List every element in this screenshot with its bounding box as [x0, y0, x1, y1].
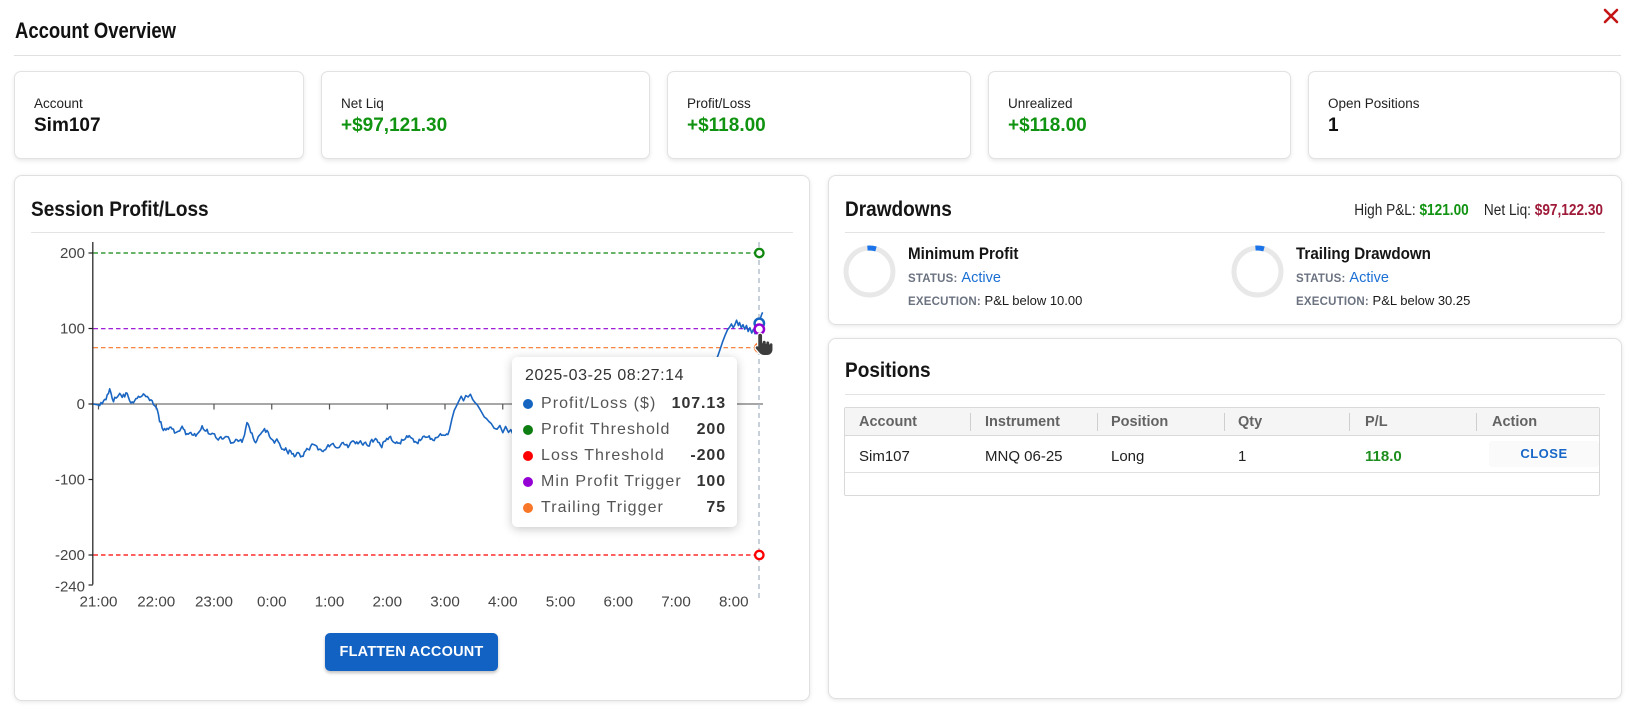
svg-text:21:00: 21:00: [79, 594, 117, 611]
svg-text:4:00: 4:00: [488, 594, 518, 611]
svg-text:1:00: 1:00: [315, 594, 345, 611]
svg-text:5:00: 5:00: [546, 594, 576, 611]
svg-text:100: 100: [60, 321, 85, 338]
svg-text:6:00: 6:00: [603, 594, 633, 611]
svg-text:-200: -200: [55, 547, 85, 564]
svg-text:22:00: 22:00: [137, 594, 175, 611]
svg-text:3:00: 3:00: [430, 594, 460, 611]
svg-text:7:00: 7:00: [661, 594, 691, 611]
svg-text:23:00: 23:00: [195, 594, 233, 611]
svg-text:0: 0: [77, 396, 85, 413]
svg-text:200: 200: [60, 245, 85, 262]
svg-text:-100: -100: [55, 472, 85, 489]
svg-text:-240: -240: [55, 579, 85, 596]
svg-text:8:00: 8:00: [719, 594, 749, 611]
svg-text:0:00: 0:00: [257, 594, 287, 611]
svg-text:2:00: 2:00: [372, 594, 402, 611]
